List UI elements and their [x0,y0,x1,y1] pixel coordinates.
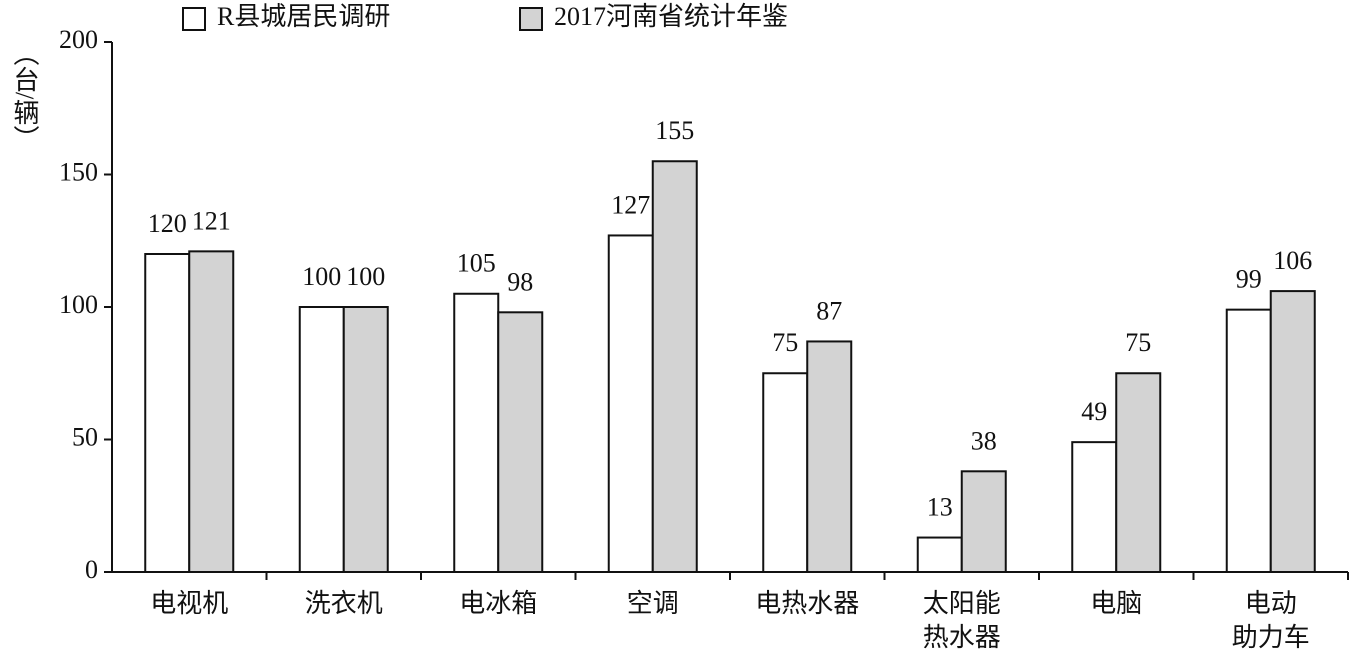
bar [806,340,853,574]
value-label: 49 [1081,397,1107,426]
value-label: 87 [816,296,842,325]
bar [607,234,654,573]
x-tick-label: 电动助力车 [1232,589,1310,652]
value-label: 75 [1125,328,1151,357]
value-label: 155 [655,116,694,145]
x-tick-label: 洗衣机 [305,589,383,618]
legend-swatch [519,7,543,31]
bar [1269,290,1316,573]
bar [651,160,698,573]
value-label: 75 [772,328,798,357]
bar [1071,441,1118,573]
x-tick-label: 电热水器 [755,589,859,618]
legend-label: R县城居民调研 [217,2,390,31]
x-tick-label: 太阳能热水器 [923,589,1001,652]
value-label: 98 [507,267,533,296]
y-tick-label: 150 [59,157,98,186]
bar [497,311,544,573]
bar [188,250,235,573]
legend-label: 2017河南省统计年鉴 [554,2,788,31]
value-label: 105 [457,249,496,278]
y-tick-label: 100 [59,290,98,319]
x-tick-label: 空调 [627,589,679,618]
x-tick-label: 电视机 [150,589,228,618]
value-label: 99 [1236,265,1262,294]
value-label: 106 [1273,246,1312,275]
bar [916,536,963,573]
value-label: 127 [611,190,650,219]
bar [960,470,1007,573]
bar [1115,372,1162,573]
value-label: 38 [971,426,997,455]
value-label: 120 [148,209,187,238]
bar [453,292,500,573]
value-label: 121 [192,206,231,235]
legend-swatch [182,7,206,31]
value-label: 13 [927,493,953,522]
y-tick-label: 0 [85,555,98,584]
value-label: 100 [346,262,385,291]
value-label: 100 [302,262,341,291]
bar [762,372,809,573]
bar [342,306,389,573]
x-tick-label: 电脑 [1090,589,1142,618]
bar [1225,308,1272,573]
bar [298,306,345,573]
y-axis-label: （台/辆） [10,40,39,151]
y-tick-label: 200 [59,25,98,54]
y-tick-label: 50 [72,422,98,451]
x-tick-label: 电冰箱 [459,589,537,618]
bar [144,253,191,573]
